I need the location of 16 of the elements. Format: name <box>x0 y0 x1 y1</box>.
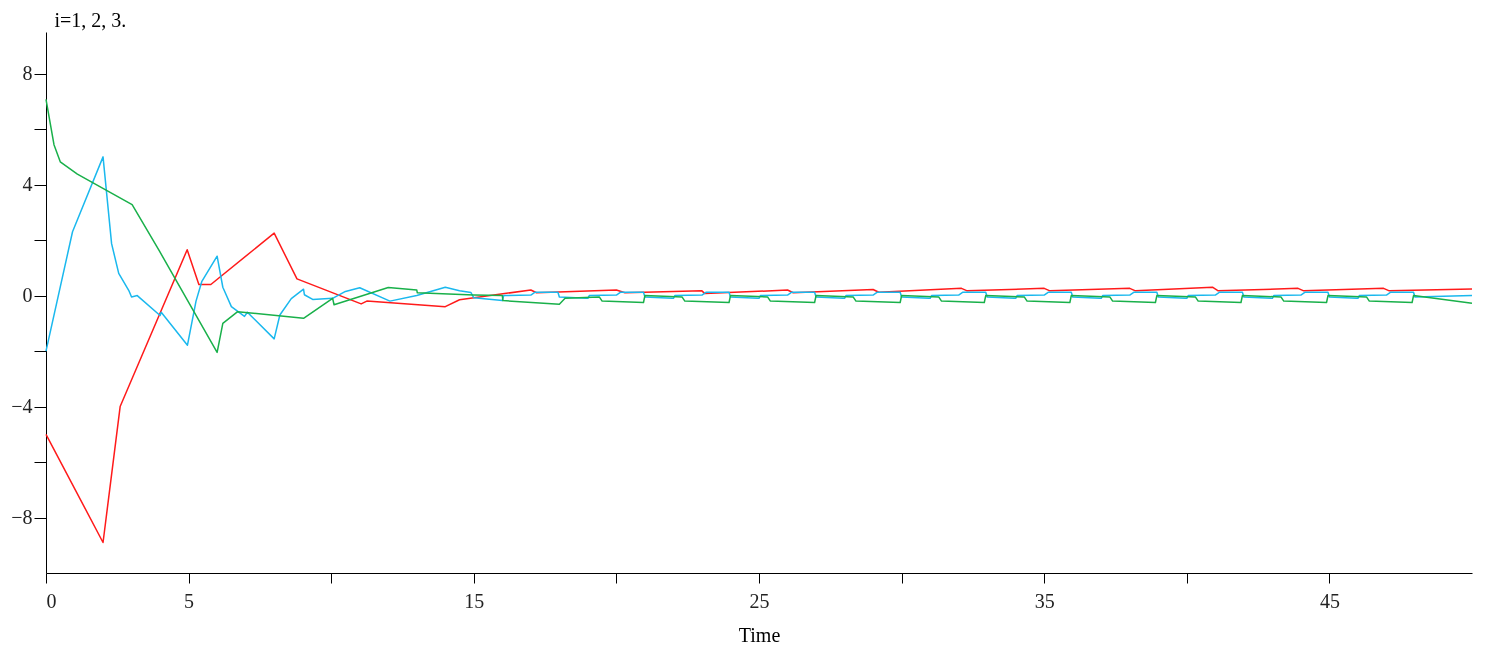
y-tick-label: −8 <box>11 506 33 529</box>
x-tick-label: 25 <box>749 589 770 612</box>
line-series <box>45 156 1473 352</box>
x-tick-label: 45 <box>1319 589 1340 612</box>
x-tick-label: 5 <box>184 589 195 612</box>
y-tick-label: −4 <box>11 395 33 418</box>
x-tick-label: 0 <box>46 589 57 612</box>
x-axis-title: Time <box>738 623 781 646</box>
line-series <box>45 232 1473 544</box>
line-series <box>45 98 1473 354</box>
y-tick-label: 0 <box>22 284 33 307</box>
y-tick-label: 4 <box>22 173 33 196</box>
x-tick-label: 35 <box>1034 589 1055 612</box>
x-tick-label: 15 <box>464 589 485 612</box>
y-tick-label: 8 <box>22 62 33 85</box>
y-axis-title: i=1, 2, 3. <box>54 8 127 31</box>
